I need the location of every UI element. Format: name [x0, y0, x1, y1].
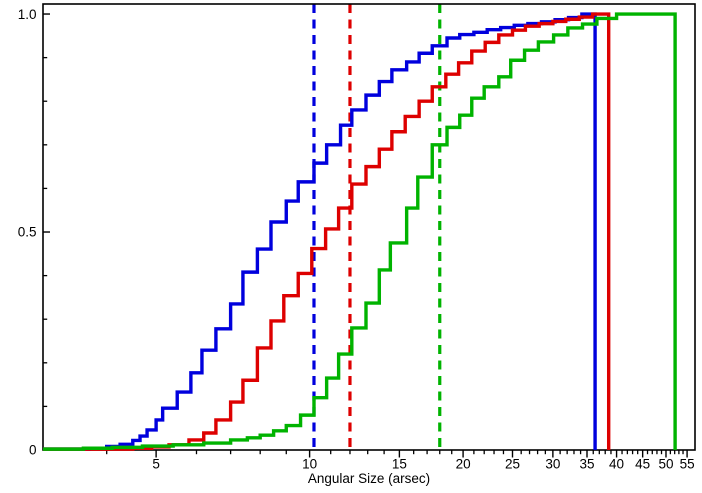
- cdf-curve-green: [43, 12, 677, 451]
- chart-generated-over: [43, 12, 677, 451]
- x-tick-label: 50: [658, 457, 673, 472]
- y-tick-label-05: 0.5: [18, 225, 37, 240]
- y-tick-label-0: 0: [29, 443, 37, 458]
- y-tick-label-1: 1.0: [18, 7, 37, 22]
- x-tick-label: 5: [152, 457, 160, 472]
- x-tick-label: 40: [609, 457, 624, 472]
- cdf-curve-blue: [43, 12, 597, 451]
- x-tick-label: 25: [505, 457, 520, 472]
- x-tick-label: 35: [579, 457, 594, 472]
- x-axis-title: Angular Size (arsec): [308, 471, 430, 486]
- x-tick-label: 10: [302, 457, 317, 472]
- x-tick-label: 45: [635, 457, 650, 472]
- x-tick-label: 30: [545, 457, 560, 472]
- chart-generated-under: 5 10 15 20 25 30 35 40 45 50 55: [43, 4, 695, 472]
- plot-frame: [42, 3, 696, 451]
- x-tick-label: 20: [456, 457, 471, 472]
- cdf-curve-red: [43, 12, 611, 451]
- x-tick-label: 55: [680, 457, 695, 472]
- x-tick-label: 15: [392, 457, 407, 472]
